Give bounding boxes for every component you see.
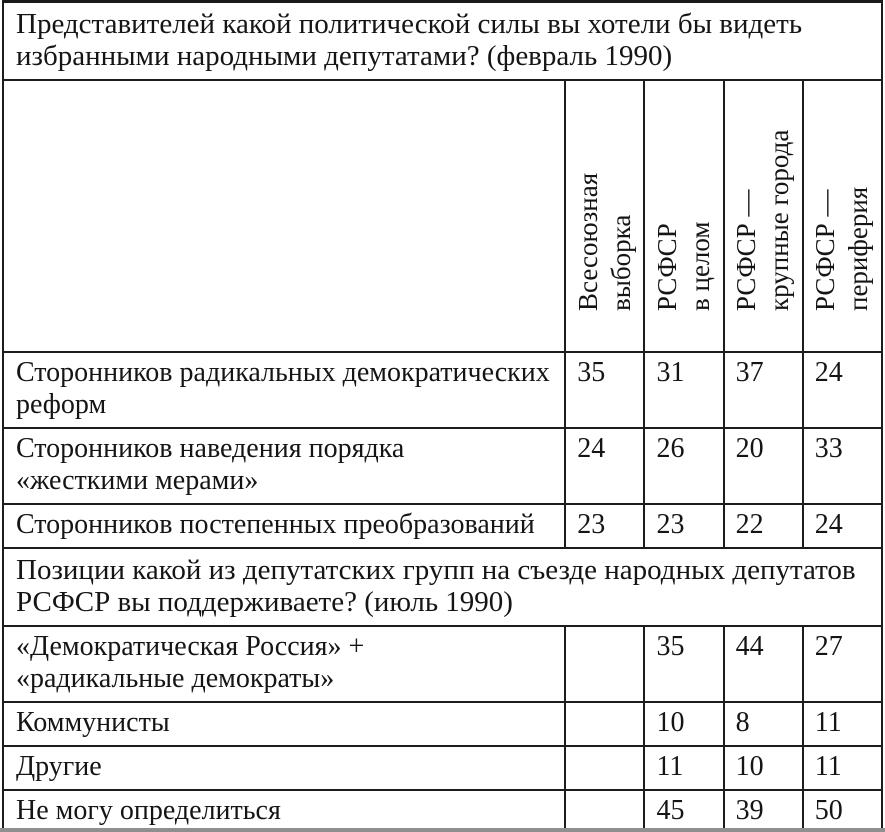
table-row: Коммунисты 10 8 11 bbox=[1, 701, 884, 747]
value-cell: 35 bbox=[643, 625, 725, 703]
table-row: Не могу определиться 45 39 50 bbox=[1, 789, 884, 832]
question-row-2: Позиции какой из депутатских групп на съ… bbox=[2, 547, 883, 627]
value-cell: 10 bbox=[722, 745, 804, 791]
value-cell: 35 bbox=[564, 351, 646, 429]
page-bottom-rule bbox=[0, 828, 885, 832]
value-cell: 24 bbox=[801, 351, 884, 429]
column-header-label: РСФСР — периферия bbox=[810, 186, 874, 311]
table-row: Сторонников постепенных преобразований 2… bbox=[1, 503, 884, 549]
value-cell bbox=[564, 701, 646, 747]
value-cell: 27 bbox=[801, 625, 884, 703]
value-cell: 23 bbox=[643, 503, 725, 549]
table-row: «Демократическая Россия» + «радикальные … bbox=[1, 625, 884, 703]
value-cell bbox=[564, 625, 646, 703]
value-cell: 45 bbox=[643, 789, 725, 832]
table-row: Сторонников наведения порядка «жесткими … bbox=[1, 427, 884, 505]
table-row: Сторонников радикальных демократических … bbox=[1, 351, 884, 429]
column-header-label: РСФСР — крупные города bbox=[731, 129, 795, 311]
column-header-rsfsr-periphery: РСФСР — периферия bbox=[801, 79, 884, 353]
value-cell: 10 bbox=[643, 701, 725, 747]
row-label: Другие bbox=[1, 745, 567, 791]
value-cell: 22 bbox=[722, 503, 804, 549]
row-label: Сторонников наведения порядка «жесткими … bbox=[1, 427, 567, 505]
value-cell: 37 bbox=[722, 351, 804, 429]
value-cell bbox=[564, 745, 646, 791]
corner-cell bbox=[1, 79, 567, 353]
value-cell: 11 bbox=[801, 745, 884, 791]
question-1-text: Представителей какой политической силы в… bbox=[2, 0, 883, 81]
value-cell bbox=[564, 789, 646, 832]
value-cell: 23 bbox=[564, 503, 646, 549]
row-label: «Демократическая Россия» + «радикальные … bbox=[1, 625, 567, 703]
value-cell: 24 bbox=[564, 427, 646, 505]
value-cell: 8 bbox=[722, 701, 804, 747]
column-header-row: Всесоюзная выборка РСФСР в целом РСФСР —… bbox=[1, 79, 884, 353]
row-label: Сторонников постепенных преобразований bbox=[1, 503, 567, 549]
row-label: Сторонников радикальных демократических … bbox=[1, 351, 567, 429]
value-cell: 24 bbox=[801, 503, 884, 549]
value-cell: 26 bbox=[643, 427, 725, 505]
value-cell: 20 bbox=[722, 427, 804, 505]
value-cell: 31 bbox=[643, 351, 725, 429]
table-row: Другие 11 10 11 bbox=[1, 745, 884, 791]
value-cell: 11 bbox=[801, 701, 884, 747]
value-cell: 33 bbox=[801, 427, 884, 505]
column-header-union-sample: Всесоюзная выборка bbox=[564, 79, 646, 353]
value-cell: 50 bbox=[801, 789, 884, 832]
question-row-1: Представителей какой политической силы в… bbox=[2, 0, 883, 81]
row-label: Коммунисты bbox=[1, 701, 567, 747]
value-cell: 11 bbox=[643, 745, 725, 791]
column-header-rsfsr-total: РСФСР в целом bbox=[643, 79, 725, 353]
column-header-rsfsr-cities: РСФСР — крупные города bbox=[722, 79, 804, 353]
value-cell: 39 bbox=[722, 789, 804, 832]
value-cell: 44 bbox=[722, 625, 804, 703]
column-header-label: РСФСР в целом bbox=[652, 221, 716, 311]
column-header-label: Всесоюзная выборка bbox=[572, 172, 636, 311]
question-2-text: Позиции какой из депутатских групп на съ… bbox=[2, 547, 883, 627]
row-label: Не могу определиться bbox=[1, 789, 567, 832]
